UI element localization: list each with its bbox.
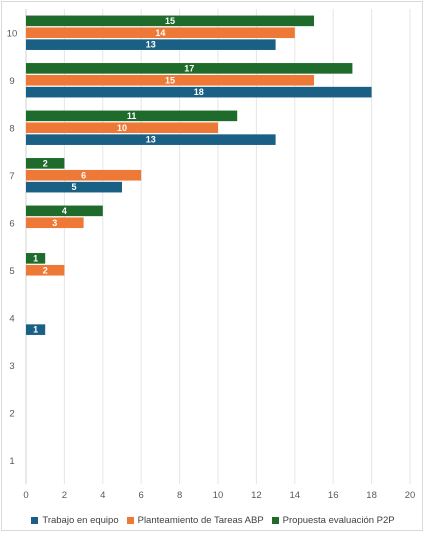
legend-item: Planteamiento de Tareas ABP: [126, 514, 264, 526]
data-label: 18: [194, 87, 204, 97]
bar: [26, 181, 122, 193]
y-tick-label: 6: [9, 218, 14, 229]
legend-swatch: [31, 516, 39, 524]
bar: [26, 63, 353, 74]
data-label: 2: [43, 265, 48, 275]
bar: [26, 217, 84, 229]
bar: [26, 264, 65, 276]
data-label: 13: [146, 135, 156, 145]
x-tick-label: 16: [328, 490, 339, 501]
y-tick-label: 4: [9, 313, 14, 324]
y-tick-label: 1: [9, 456, 14, 467]
x-tick-label: 14: [290, 490, 301, 501]
y-tick-label: 10: [7, 28, 18, 39]
x-tick-label: 12: [251, 490, 262, 501]
data-label: 6: [81, 170, 86, 180]
x-tick-label: 18: [366, 490, 377, 501]
legend-item: Trabajo en equipo: [31, 514, 119, 526]
data-label: 3: [52, 218, 57, 228]
bar: [26, 205, 103, 217]
x-tick-label: 10: [213, 490, 224, 501]
bar: [26, 86, 372, 98]
y-tick-label: 7: [9, 171, 14, 182]
bar: [26, 15, 314, 27]
x-tick-label: 20: [405, 490, 416, 501]
bar: [26, 74, 314, 86]
data-label: 10: [117, 123, 127, 133]
legend-label: Planteamiento de Tareas ABP: [137, 514, 264, 526]
legend-item: Propuesta evaluación P2P: [271, 514, 395, 526]
x-tick-label: 4: [100, 490, 105, 501]
bar: [26, 110, 238, 122]
x-tick-label: 6: [139, 490, 144, 501]
legend-label: Trabajo en equipo: [42, 514, 119, 526]
bar: [26, 253, 46, 264]
y-tick-label: 9: [9, 76, 14, 87]
bar: [26, 324, 46, 335]
bar: [26, 122, 218, 134]
data-label: 13: [146, 40, 156, 50]
bar: [26, 158, 65, 169]
bar: [26, 134, 276, 145]
data-label: 15: [165, 75, 175, 85]
data-label: 14: [155, 28, 165, 38]
data-label: 11: [127, 111, 137, 121]
bar: [26, 27, 295, 39]
y-tick-label: 3: [9, 361, 14, 372]
legend-swatch: [126, 516, 134, 524]
data-label: 1: [33, 253, 38, 263]
legend-label: Propuesta evaluación P2P: [282, 514, 395, 526]
data-label: 17: [184, 63, 194, 73]
x-tick-label: 8: [177, 490, 182, 501]
y-tick-label: 2: [9, 408, 14, 419]
data-label: 5: [71, 182, 76, 192]
x-tick-label: 2: [62, 490, 67, 501]
y-tick-label: 5: [9, 266, 14, 277]
bar: [26, 39, 276, 50]
bar: [26, 169, 142, 181]
data-label: 4: [62, 206, 67, 216]
data-label: 1: [33, 325, 38, 335]
x-tick-label: 0: [23, 490, 28, 501]
data-label: 2: [43, 158, 48, 168]
y-tick-label: 8: [9, 123, 14, 134]
chart-legend: Trabajo en equipo Planteamiento de Tareas…: [0, 512, 426, 528]
data-label: 15: [165, 16, 175, 26]
legend-swatch: [271, 516, 279, 524]
